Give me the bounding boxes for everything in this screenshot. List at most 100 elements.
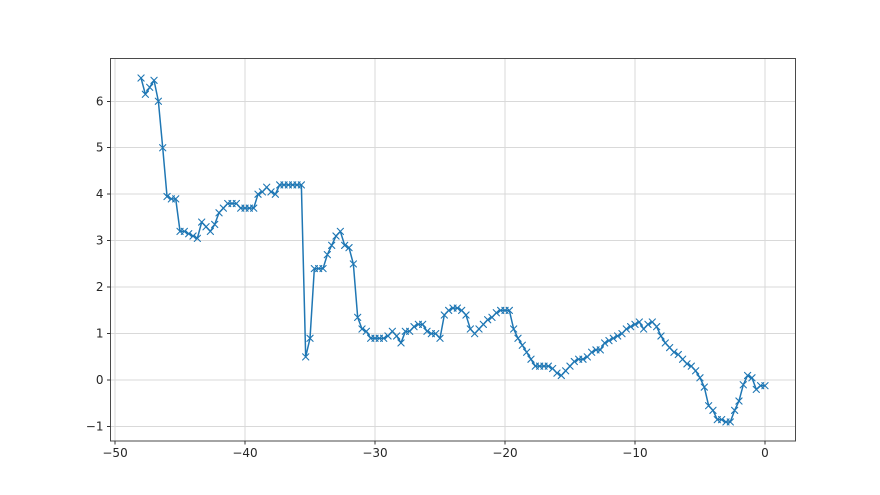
x-marker bbox=[717, 415, 726, 424]
x-tick-label: −50 bbox=[102, 446, 127, 460]
x-marker bbox=[163, 192, 171, 201]
x-marker bbox=[510, 325, 518, 333]
x-marker bbox=[271, 190, 280, 198]
x-marker bbox=[553, 369, 561, 377]
x-marker bbox=[492, 309, 500, 317]
x-marker bbox=[397, 339, 405, 347]
x-marker bbox=[652, 323, 661, 331]
x-marker bbox=[150, 76, 158, 84]
x-marker bbox=[622, 325, 630, 333]
x-marker bbox=[419, 320, 427, 328]
x-marker bbox=[306, 334, 314, 342]
x-tick-label: −20 bbox=[492, 446, 517, 460]
x-marker bbox=[436, 334, 444, 342]
x-marker bbox=[323, 250, 331, 259]
x-marker bbox=[670, 348, 678, 356]
x-marker bbox=[154, 97, 163, 105]
x-tick-label: −10 bbox=[622, 446, 647, 460]
x-marker bbox=[445, 306, 453, 315]
x-marker bbox=[523, 348, 531, 356]
x-marker bbox=[453, 304, 461, 312]
x-marker bbox=[505, 306, 513, 315]
x-marker bbox=[410, 323, 418, 331]
x-marker bbox=[297, 181, 306, 189]
x-marker bbox=[250, 204, 258, 212]
x-marker bbox=[180, 227, 189, 236]
x-marker bbox=[709, 406, 717, 414]
x-marker bbox=[544, 362, 552, 370]
y-tick-label: 2 bbox=[96, 280, 104, 294]
x-marker bbox=[393, 332, 401, 340]
x-marker bbox=[696, 374, 704, 382]
x-marker bbox=[172, 195, 180, 203]
x-marker bbox=[631, 320, 639, 328]
x-marker bbox=[146, 83, 154, 91]
x-marker bbox=[193, 234, 202, 243]
x-marker bbox=[206, 227, 215, 236]
x-marker bbox=[349, 260, 357, 268]
x-marker bbox=[635, 318, 643, 326]
y-tick-label: −1 bbox=[86, 420, 104, 434]
x-marker bbox=[596, 346, 604, 354]
x-tick-label: 0 bbox=[761, 446, 769, 460]
x-marker bbox=[189, 232, 197, 240]
y-tick-label: 5 bbox=[96, 141, 104, 155]
x-marker bbox=[211, 220, 219, 229]
x-marker bbox=[691, 367, 700, 375]
x-marker bbox=[159, 144, 167, 152]
x-marker bbox=[185, 230, 193, 238]
x-marker bbox=[743, 371, 752, 380]
x-marker bbox=[761, 382, 769, 390]
y-tick-label: 4 bbox=[96, 187, 104, 201]
x-marker bbox=[336, 227, 344, 236]
x-marker bbox=[341, 241, 349, 249]
x-marker bbox=[328, 241, 336, 249]
x-marker bbox=[527, 355, 535, 363]
x-marker bbox=[683, 360, 691, 368]
x-marker bbox=[518, 341, 526, 349]
x-marker bbox=[579, 355, 587, 363]
x-marker bbox=[354, 313, 362, 322]
x-marker bbox=[570, 357, 578, 366]
y-tick-label: 1 bbox=[96, 327, 104, 341]
x-marker bbox=[358, 325, 366, 333]
x-marker bbox=[302, 353, 310, 361]
x-marker bbox=[588, 348, 596, 356]
x-marker bbox=[613, 332, 622, 340]
x-marker bbox=[605, 336, 613, 345]
series-markers bbox=[137, 74, 769, 426]
x-marker bbox=[600, 339, 609, 347]
x-marker bbox=[626, 323, 635, 331]
x-marker bbox=[362, 327, 370, 335]
x-tick-label: −30 bbox=[362, 446, 387, 460]
x-marker bbox=[726, 418, 734, 426]
y-tick-label: 0 bbox=[96, 373, 104, 387]
x-marker bbox=[657, 332, 665, 340]
x-marker bbox=[137, 74, 145, 82]
y-tick-label: 3 bbox=[96, 234, 104, 248]
x-marker bbox=[748, 374, 756, 382]
x-marker bbox=[423, 327, 431, 335]
x-marker bbox=[514, 334, 522, 342]
x-marker bbox=[644, 320, 652, 328]
x-marker bbox=[700, 383, 708, 391]
x-marker bbox=[484, 316, 492, 324]
x-marker bbox=[730, 406, 739, 414]
x-marker bbox=[735, 397, 743, 405]
x-marker bbox=[380, 334, 388, 342]
tick-marks bbox=[107, 100, 766, 445]
x-marker bbox=[319, 264, 327, 273]
x-marker bbox=[739, 381, 747, 389]
x-marker bbox=[609, 334, 617, 342]
x-marker bbox=[345, 244, 353, 252]
y-tick-label: 6 bbox=[96, 94, 104, 108]
x-marker bbox=[141, 90, 150, 98]
axes-spines bbox=[110, 58, 796, 442]
x-marker bbox=[462, 311, 470, 319]
x-marker bbox=[267, 188, 275, 196]
gridlines bbox=[110, 58, 796, 441]
